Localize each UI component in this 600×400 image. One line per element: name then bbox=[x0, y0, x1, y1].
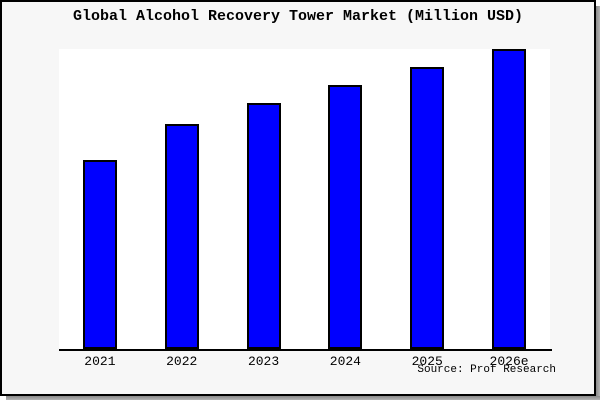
bar-2023 bbox=[246, 103, 281, 349]
x-axis-line bbox=[59, 349, 552, 351]
drop-shadow-bottom bbox=[6, 396, 600, 400]
x-tick-label-2026e: 2026e bbox=[489, 354, 529, 369]
bar-2026e bbox=[492, 49, 527, 349]
chart-title: Global Alcohol Recovery Tower Market (Mi… bbox=[72, 8, 524, 25]
plot-area bbox=[59, 49, 550, 349]
x-tick-label-2025: 2025 bbox=[411, 354, 443, 369]
bar-2024 bbox=[328, 85, 363, 349]
drop-shadow-right bbox=[596, 6, 600, 400]
bar-2022 bbox=[164, 124, 199, 349]
bar-2025 bbox=[410, 67, 445, 349]
bar-2021 bbox=[82, 160, 117, 349]
x-tick-label-2024: 2024 bbox=[329, 354, 361, 369]
x-axis-labels: 2021 2022 2023 2024 2025 2026e bbox=[59, 354, 550, 369]
x-tick-label-2023: 2023 bbox=[247, 354, 280, 369]
source-credit: Source: Prof Research bbox=[417, 364, 556, 376]
x-tick-label-2022: 2022 bbox=[166, 354, 198, 369]
x-tick-label-2021: 2021 bbox=[84, 354, 116, 369]
